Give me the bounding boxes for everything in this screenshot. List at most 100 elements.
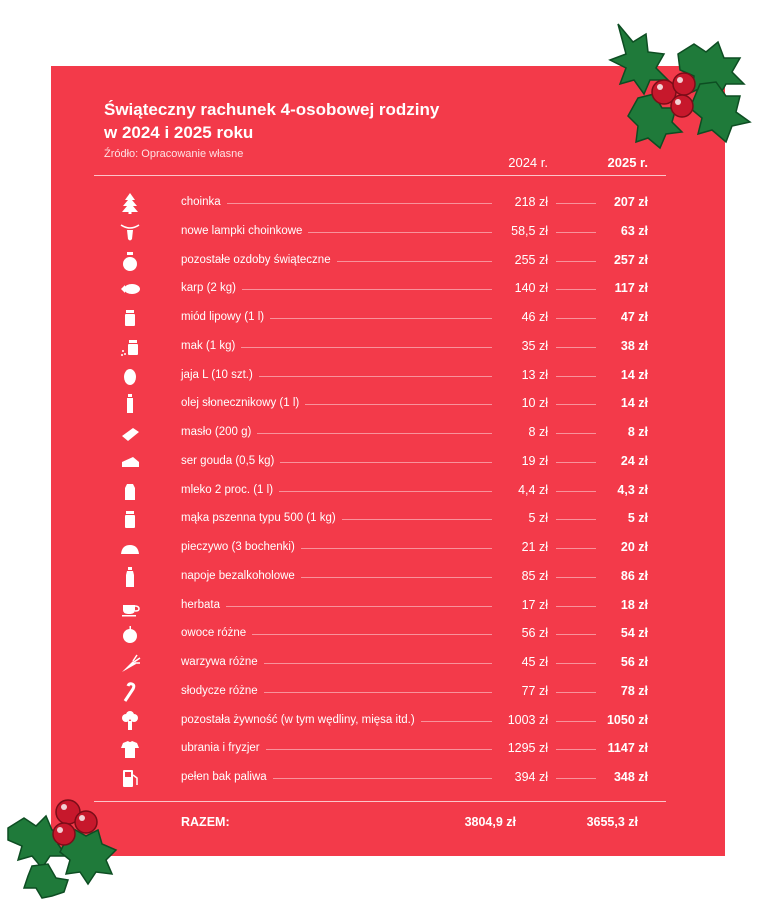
shirt-icon [118,737,142,761]
row-leader-line [270,318,492,319]
value-2024: 218 zł [514,195,548,209]
row-leader-line-2 [556,749,596,751]
candy-cane-icon [118,680,142,704]
row-leader-line [263,691,492,693]
table-row: pełen bak paliwa 394 zł 348 zł [0,764,765,792]
value-2025: 86 zł [620,568,648,583]
value-2024: 255 zł [514,252,548,267]
row-leader-line-2 [556,634,596,636]
table-row: miód lipowy (1 l) 46 zł 47 zł [0,304,765,332]
row-leader-line [252,634,492,636]
row-leader-line-2 [556,720,596,722]
tree-icon [118,191,142,215]
row-leader-line-2 [556,433,596,434]
value-2024: 56 zł [521,626,548,641]
value-2025: 20 zł [620,540,648,554]
row-leader-line-2 [556,346,596,348]
row-leader-line [272,778,492,779]
value-2025: 348 zł [613,770,648,784]
value-2024: 35 zł [521,338,548,353]
value-2025: 5 zł [627,511,648,526]
row-leader-line [336,260,492,262]
milk-icon [118,479,142,503]
value-2024: 1295 zł [507,741,548,756]
table-row: ser gouda (0,5 kg) 19 zł 24 zł [0,448,765,476]
value-2024: 85 zł [521,568,548,583]
total-value-2024: 3804,9 zł [464,815,516,829]
row-label: napoje bezalkoholowe [181,569,295,582]
row-leader-line-2 [556,576,596,578]
row-leader-line-2 [556,519,596,521]
column-header-2024: 2024 r. [508,155,548,170]
cheese-icon [118,450,142,474]
row-label: owoce różne [181,627,247,640]
row-leader-line-2 [556,605,596,607]
table-row: ubrania i fryzjer 1295 zł 1147 zł [0,735,765,763]
row-leader-line-2 [556,490,596,492]
row-label: pełen bak paliwa [181,771,267,783]
honey-jar-icon [118,306,142,330]
row-leader-line-2 [556,375,596,377]
value-2024: 45 zł [521,655,548,669]
value-2024: 17 zł [521,597,548,612]
row-label: jaja L (10 szt.) [181,368,253,381]
value-2025: 63 zł [620,223,648,238]
value-2024: 8 zł [528,425,548,439]
fish-icon [118,277,142,301]
table-row: mleko 2 proc. (1 l) 4,4 zł 4,3 zł [0,477,765,505]
source-note: Źródło: Opracowanie własne [104,148,244,160]
table-row: słodycze różne 77 zł 78 zł [0,678,765,706]
row-leader-line-2 [556,260,596,262]
row-label: choinka [181,196,221,208]
row-leader-line-2 [556,203,596,204]
value-2024: 21 zł [521,540,548,554]
value-2024: 140 zł [514,281,548,296]
table-row: warzywa różne 45 zł 56 zł [0,649,765,677]
table-row: karp (2 kg) 140 zł 117 zł [0,275,765,303]
row-leader-line-2 [556,231,596,233]
title-line-1: Świąteczny rachunek 4-osobowej rodziny [104,100,440,119]
bauble-icon [118,249,142,273]
row-leader-line [263,663,492,664]
value-2024: 58,5 zł [511,223,548,238]
value-2024: 10 zł [521,396,548,411]
poppy-seed-icon [118,335,142,359]
table-row: jaja L (10 szt.) 13 zł 14 zł [0,362,765,390]
value-2025: 38 zł [620,338,648,353]
table-row: choinka 218 zł 207 zł [0,189,765,217]
row-leader-line [300,576,492,578]
value-2025: 24 zł [620,453,648,468]
row-label: ubrania i fryzjer [181,742,260,755]
row-label: mleko 2 proc. (1 l) [181,483,274,496]
value-2025: 14 zł [620,367,648,382]
total-value-2025: 3655,3 zł [586,815,638,829]
row-label: pieczywo (3 bochenki) [181,541,295,553]
table-row: mak (1 kg) 35 zł 38 zł [0,333,765,361]
egg-icon [118,364,142,388]
row-leader-line [226,203,492,204]
row-label: mak (1 kg) [181,339,236,352]
value-2025: 47 zł [620,310,648,324]
holly-decoration-top-right [608,23,752,150]
row-label: miód lipowy (1 l) [181,311,265,323]
title-line-2: w 2024 i 2025 roku [104,123,254,142]
value-2024: 77 zł [521,683,548,698]
value-2024: 394 zł [514,770,548,784]
value-2025: 4,3 zł [617,482,648,497]
lights-icon [118,220,142,244]
value-2024: 4,4 zł [518,482,548,497]
value-2025: 257 zł [613,252,648,267]
tea-cup-icon [118,594,142,618]
value-2025: 117 zł [614,281,648,296]
row-leader-line [241,289,492,291]
value-2025: 1050 zł [606,712,648,727]
row-label: pozostała żywność (w tym wędliny, mięsa … [181,713,415,726]
value-2024: 19 zł [521,453,548,468]
value-2024: 5 zł [528,511,548,526]
row-label: nowe lampki choinkowe [181,224,303,237]
row-leader-line [258,375,492,377]
value-2025: 54 zł [620,626,648,641]
row-leader-line [341,519,492,521]
holly-decoration-bottom-left [7,799,118,899]
